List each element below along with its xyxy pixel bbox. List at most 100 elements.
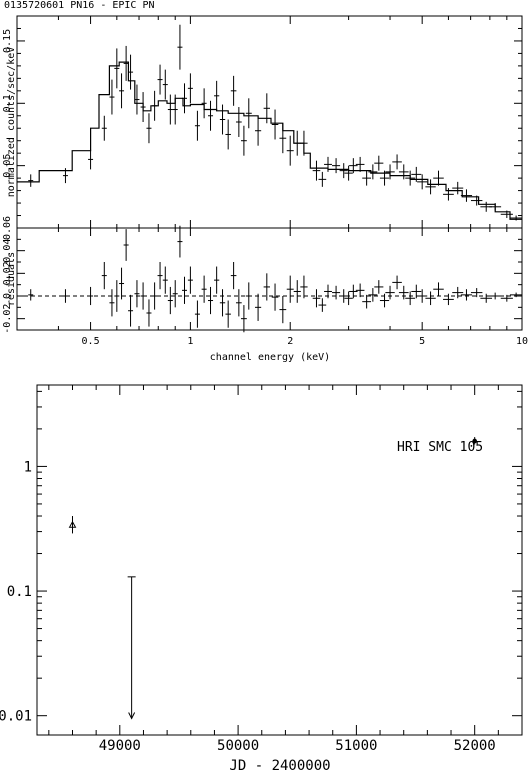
- residual-point: [293, 280, 301, 303]
- data-point: [101, 115, 107, 141]
- data-point: [489, 203, 502, 211]
- data-point: [460, 189, 473, 202]
- data-point: [293, 130, 301, 156]
- y-tick-label: 0.1: [2, 94, 13, 112]
- data-point: [172, 94, 178, 125]
- residual-point: [286, 275, 294, 303]
- residual-point: [172, 280, 178, 308]
- y-tick-label: 0.02: [2, 261, 13, 285]
- x-tick-label: 52000: [454, 738, 496, 754]
- data-point: [245, 98, 252, 129]
- y-tick-label: 0.01: [0, 709, 32, 725]
- model-line: [17, 61, 522, 220]
- residual-point: [374, 280, 384, 294]
- residual-point: [140, 282, 146, 310]
- data-point: [398, 164, 409, 180]
- data-point: [134, 84, 140, 115]
- x-tick-label: 50000: [217, 738, 259, 754]
- lightcurve-panel: JD - 2400000 HRI SMC 105 49000 50000 51000…: [0, 384, 523, 774]
- y-tick-label: 0.04: [2, 239, 13, 263]
- flux-point: [472, 437, 477, 445]
- residual-point: [398, 285, 409, 300]
- limit-arrow: [128, 712, 136, 720]
- residual-point: [368, 288, 378, 302]
- spectrum-panel: normalized counts/sec/keV 0.05 0.1 0.15: [2, 15, 523, 229]
- residual-point: [425, 291, 436, 306]
- data-point: [312, 160, 321, 181]
- residual-point: [245, 282, 252, 310]
- residual-point: [433, 282, 444, 296]
- data-point: [167, 94, 173, 125]
- residual-point: [235, 289, 242, 317]
- data-point: [214, 80, 220, 111]
- data-point: [201, 88, 207, 119]
- data-point: [509, 215, 523, 221]
- data-point: [368, 164, 378, 180]
- lightcurve-frame: [36, 384, 523, 736]
- residuals-frame: [16, 227, 523, 331]
- residuals-panel: residuals channel energy (keV) -0.02 0 0.0…: [2, 216, 528, 363]
- x-tick-label: 1: [187, 336, 193, 347]
- residual-point: [452, 286, 464, 299]
- data-point: [411, 166, 422, 182]
- data-point: [362, 170, 372, 186]
- data-point: [109, 79, 115, 115]
- data-point: [182, 83, 188, 114]
- residual-point: [362, 294, 372, 309]
- data-point: [235, 107, 242, 137]
- residual-point: [146, 299, 152, 327]
- residual-point: [114, 280, 120, 312]
- residual-point: [417, 289, 428, 303]
- residual-point: [312, 289, 321, 308]
- data-point: [177, 24, 183, 70]
- residual-point: [324, 284, 332, 299]
- data-point: [263, 93, 271, 124]
- x-tick-label: 51000: [335, 738, 377, 754]
- data-point: [443, 188, 454, 201]
- residual-point: [109, 289, 115, 317]
- data-point: [157, 64, 163, 95]
- data-point: [279, 123, 287, 154]
- residual-point: [300, 275, 308, 299]
- residual-point: [119, 267, 125, 300]
- residual-point: [470, 288, 483, 298]
- data-point: [128, 54, 134, 90]
- y-tick-label: -0.02: [2, 304, 13, 334]
- residual-point: [134, 280, 140, 308]
- data-point: [286, 135, 294, 166]
- residual-point: [271, 283, 279, 311]
- data-point: [300, 130, 308, 156]
- spectrum-frame: [16, 15, 523, 229]
- data-point: [433, 170, 444, 186]
- residual-point: [194, 300, 200, 328]
- residual-point: [214, 266, 220, 294]
- data-point: [355, 156, 365, 172]
- data-point: [146, 113, 152, 144]
- data-point: [28, 174, 34, 187]
- y-tick-label: 1: [24, 459, 32, 475]
- residual-point: [219, 289, 226, 317]
- residual-point: [201, 275, 207, 303]
- residual-point: [355, 283, 365, 298]
- residual-point: [405, 291, 416, 306]
- data-point: [470, 195, 483, 206]
- data-point: [62, 168, 68, 184]
- data-point: [385, 164, 395, 180]
- residual-point: [379, 293, 390, 308]
- data-point: [339, 163, 348, 179]
- data-point: [318, 171, 327, 187]
- residual-point: [157, 262, 163, 290]
- data-point: [324, 156, 332, 172]
- filled-circle-marker: [472, 438, 477, 444]
- upper-limit-point: [127, 576, 136, 720]
- residual-point: [460, 289, 473, 301]
- y-tick-label: 0.06: [2, 216, 13, 240]
- data-point: [425, 179, 436, 195]
- residual-point: [332, 285, 341, 300]
- residuals-ylabel: residuals: [6, 252, 17, 306]
- data-point: [254, 115, 262, 146]
- data-point: [119, 73, 125, 109]
- data-point: [140, 92, 146, 122]
- data-point: [405, 170, 416, 186]
